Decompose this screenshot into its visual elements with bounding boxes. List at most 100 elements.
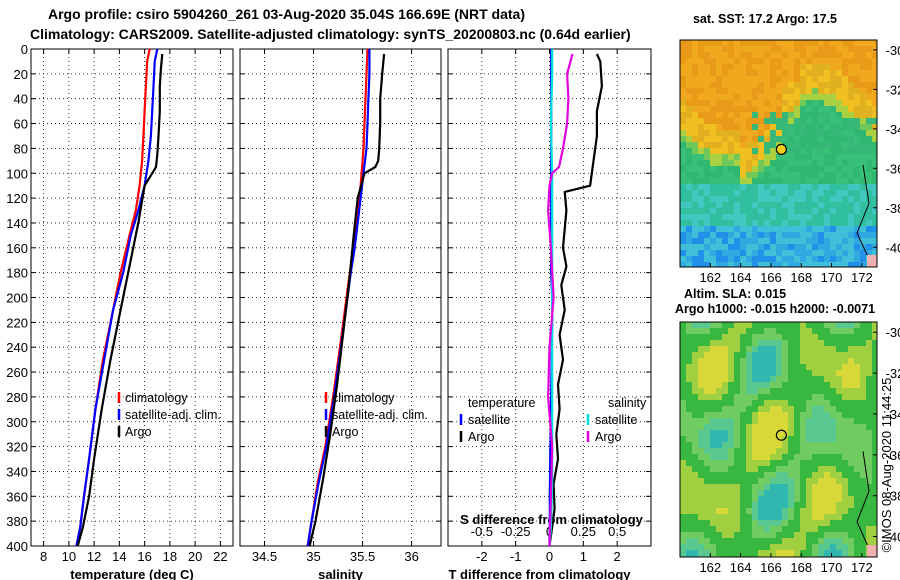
x-tick-label: 2 [614,549,621,564]
x-tick-label: 8 [40,549,47,564]
map-y-tick-label: -32 [886,366,900,381]
panel-salinity: 34.5 35 35.5 36 salinity climatology satellite… [239,48,442,580]
x-axis-label: temperature (deg C) [70,567,194,580]
chart-title-line1: Argo profile: csiro 5904260_261 03-Aug-2… [48,6,525,22]
y-tick-label: 180 [6,266,28,281]
x-tick-label: 35 [306,549,320,564]
map-frame [679,321,878,558]
map-y-tick-label: -40 [886,240,900,255]
land-patch [867,545,877,557]
map-x-tick-label: 164 [730,270,752,285]
map-y-tick-label: -40 [886,530,900,545]
legend-label: satellite [595,413,637,427]
map-y-tick-label: -30 [886,43,900,58]
legend-label: Argo [125,425,151,439]
x-tick-label: 14 [112,549,126,564]
x2-tick-label: 0.25 [571,524,596,539]
map-y-tick-label: -36 [886,161,900,176]
legend-label: satellite [468,413,510,427]
y-tick-label: 80 [14,141,28,156]
x-tick-label: 16 [137,549,151,564]
y-tick-label: 340 [6,464,28,479]
coastline [856,164,872,264]
y-tick-label: 20 [14,67,28,82]
series-line-temperature-argo [548,53,604,547]
x-tick-label: 0 [546,549,553,564]
sla-field [680,322,877,557]
legend-label: Argo [468,430,494,444]
map-x-tick-label: 164 [730,560,752,575]
map-x-tick-label: 168 [790,270,812,285]
y-tick-label: 220 [6,315,28,330]
map-x-tick-label: 162 [699,560,721,575]
map-x-tick-label: 166 [760,270,782,285]
y-tick-label: 280 [6,390,28,405]
float-position-marker [775,143,787,155]
y-tick-label: 360 [6,489,28,504]
map-x-tick-label: 170 [821,270,843,285]
chart-title-line2: Climatology: CARS2009. Satellite-adjuste… [30,26,631,42]
sst-field [680,40,877,267]
y-tick-label: 0 [21,42,28,57]
y-tick-label: 60 [14,117,28,132]
sst-map-title: sat. SST: 17.2 Argo: 17.5 [693,12,837,26]
legend-label: climatology [332,391,395,405]
x-axis-label: salinity [318,567,364,580]
map-x-tick-label: 166 [760,560,782,575]
y-tick-label: 400 [6,539,28,554]
x-tick-label: 34.5 [252,549,277,564]
legend-heading-salinity: salinity [608,396,647,410]
x-tick-label: 12 [87,549,101,564]
legend-label: satellite-adj. clim. [332,408,428,422]
x-axis-label: T difference from climatology [448,567,631,580]
map-y-tick-label: -30 [886,325,900,340]
map-y-tick-label: -38 [886,489,900,504]
map-y-tick-label: -36 [886,448,900,463]
map-x-tick-label: 168 [790,560,812,575]
y-tick-label: 120 [6,191,28,206]
x2-tick-label: -0.5 [471,524,493,539]
x-tick-label: 1 [580,549,587,564]
x-tick-label: -1 [510,549,522,564]
y-tick-label: 240 [6,340,28,355]
map-y-tick-label: -34 [886,122,900,137]
y-tick-label: 260 [6,365,28,380]
map-y-tick-label: -34 [886,407,900,422]
map-x-tick-label: 170 [821,560,843,575]
y-tick-label: 300 [6,415,28,430]
legend-label: Argo [595,430,621,444]
y-tick-label: 160 [6,241,28,256]
y-tick-label: 40 [14,92,28,107]
map-x-tick-label: 162 [699,270,721,285]
legend-label: satellite-adj. clim. [125,408,221,422]
panel-difference: -2 -1 0 1 2 T difference from climatology -0.5… [447,48,652,580]
x-tick-label: 35.5 [350,549,375,564]
x-tick-label: 18 [163,549,177,564]
legend-heading-temperature: temperature [468,396,535,410]
series-line-salinity-argo [546,53,574,547]
legend-label: climatology [125,391,188,405]
map-y-tick-label: -38 [886,201,900,216]
sst-map: 162 164 166 168 170 172 -30 -32 -34 -36 -38 -40 [679,39,900,285]
x-tick-label: 22 [213,549,227,564]
panel-temperature: 0 20 40 60 80 100 120 140 160 180 200 220 240 260 280 3… [6,42,234,580]
x2-tick-label: -0.25 [501,524,531,539]
x2-tick-label: 0.5 [608,524,626,539]
series-line-argo [308,53,386,547]
x-tick-label: 36 [404,549,418,564]
sla-map: 162 164 166 168 170 172 -30 -32 -34 -36 -38 -40 [679,321,900,575]
series-line-argo [76,53,164,547]
coastline [856,451,872,554]
x-tick-label: -2 [476,549,488,564]
y-tick-label: 380 [6,514,28,529]
sla-map-title: Altim. SLA: 0.015 [684,287,786,301]
map-x-tick-label: 172 [851,560,873,575]
y-tick-label: 100 [6,166,28,181]
y-tick-label: 200 [6,291,28,306]
series-line-satellite-adj-clim- [75,48,159,547]
x-tick-label: 20 [188,549,202,564]
float-position-marker [775,429,787,441]
x-tick-label: 10 [62,549,76,564]
map-frame [679,39,878,268]
